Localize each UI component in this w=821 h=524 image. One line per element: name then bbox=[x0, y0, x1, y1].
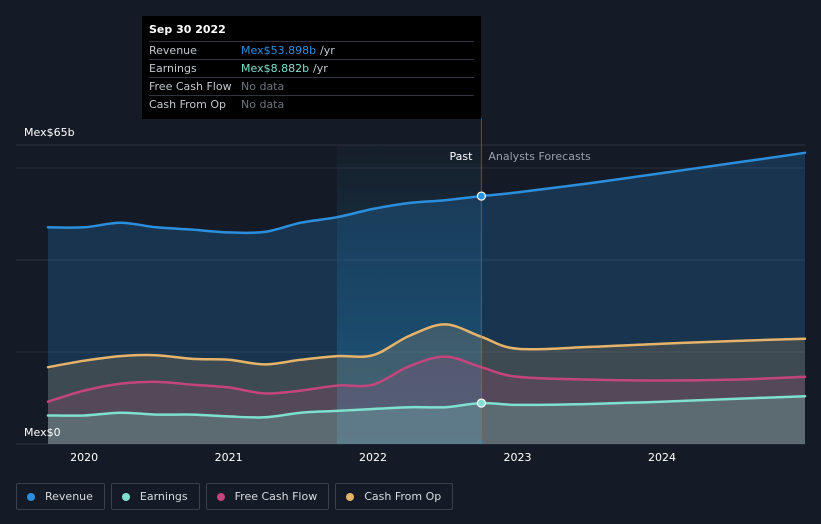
x-tick-label: 2021 bbox=[215, 451, 243, 464]
legend-dot-icon bbox=[216, 492, 225, 501]
tooltip-row-earnings: Earnings Mex$8.882b /yr bbox=[149, 59, 474, 77]
past-highlight-rect bbox=[336, 145, 482, 444]
tooltip-label: Free Cash Flow bbox=[149, 80, 232, 93]
legend-item-free-cash-flow[interactable]: Free Cash Flow bbox=[205, 483, 330, 510]
marker-earnings bbox=[476, 398, 486, 408]
tooltip-unit: /yr bbox=[320, 44, 335, 57]
area-free_cash_flow bbox=[48, 356, 805, 444]
x-tick-label: 2023 bbox=[504, 451, 532, 464]
legend-label: Earnings bbox=[139, 490, 188, 503]
legend-item-earnings[interactable]: Earnings bbox=[110, 483, 200, 510]
legend-item-cash-from-op[interactable]: Cash From Op bbox=[335, 483, 454, 510]
legend-dot-icon bbox=[346, 492, 355, 501]
tooltip: Sep 30 2022 Revenue Mex$53.898b /yr Earn… bbox=[142, 16, 481, 119]
tooltip-row-revenue: Revenue Mex$53.898b /yr bbox=[149, 41, 474, 59]
x-tick-label: 2022 bbox=[359, 451, 387, 464]
legend-label: Cash From Op bbox=[364, 490, 442, 503]
line-cash_from_op bbox=[46, 323, 807, 369]
line-revenue bbox=[46, 151, 807, 235]
legend-dot-icon bbox=[27, 492, 35, 501]
x-tick-label: 2020 bbox=[70, 451, 98, 464]
tooltip-value: Mex$8.882b bbox=[241, 62, 310, 75]
legend: Revenue Earnings Free Cash Flow Cash Fro… bbox=[16, 483, 454, 511]
y-axis-label: Mex$0 bbox=[24, 426, 61, 439]
area-earnings bbox=[48, 396, 805, 444]
tooltip-date: Sep 30 2022 bbox=[149, 23, 226, 36]
series-markers bbox=[476, 191, 486, 408]
x-tick-label: 2024 bbox=[648, 451, 676, 464]
y-axis-label: Mex$65b bbox=[24, 126, 75, 139]
tooltip-value: Mex$53.898b bbox=[241, 44, 317, 57]
series-areas bbox=[48, 152, 805, 445]
line-free_cash_flow bbox=[46, 355, 807, 403]
tooltip-row-cash-from-op: Cash From Op No data bbox=[149, 95, 474, 113]
legend-label: Revenue bbox=[45, 490, 93, 503]
line-earnings bbox=[46, 394, 807, 419]
area-revenue bbox=[48, 152, 805, 445]
axis-text: Past Analysts Forecasts Mex$65b Mex$0 2020 20… bbox=[24, 126, 676, 464]
tooltip-value: No data bbox=[241, 80, 285, 93]
series-lines bbox=[46, 151, 807, 419]
tooltip-row-free-cash-flow: Free Cash Flow No data bbox=[149, 77, 474, 95]
marker-revenue bbox=[476, 191, 486, 201]
forecast-label: Analysts Forecasts bbox=[488, 150, 591, 163]
legend-label: Free Cash Flow bbox=[234, 490, 318, 503]
legend-dot-icon bbox=[121, 492, 130, 501]
tooltip-label: Earnings bbox=[149, 62, 197, 75]
past-highlight-band bbox=[336, 145, 482, 444]
tooltip-label: Revenue bbox=[149, 44, 197, 57]
past-label: Past bbox=[449, 150, 473, 163]
tooltip-label: Cash From Op bbox=[149, 98, 227, 111]
tooltip-unit: /yr bbox=[313, 62, 328, 75]
area-cash_from_op bbox=[48, 324, 805, 444]
tooltip-value: No data bbox=[241, 98, 285, 111]
legend-item-revenue[interactable]: Revenue bbox=[16, 483, 105, 510]
